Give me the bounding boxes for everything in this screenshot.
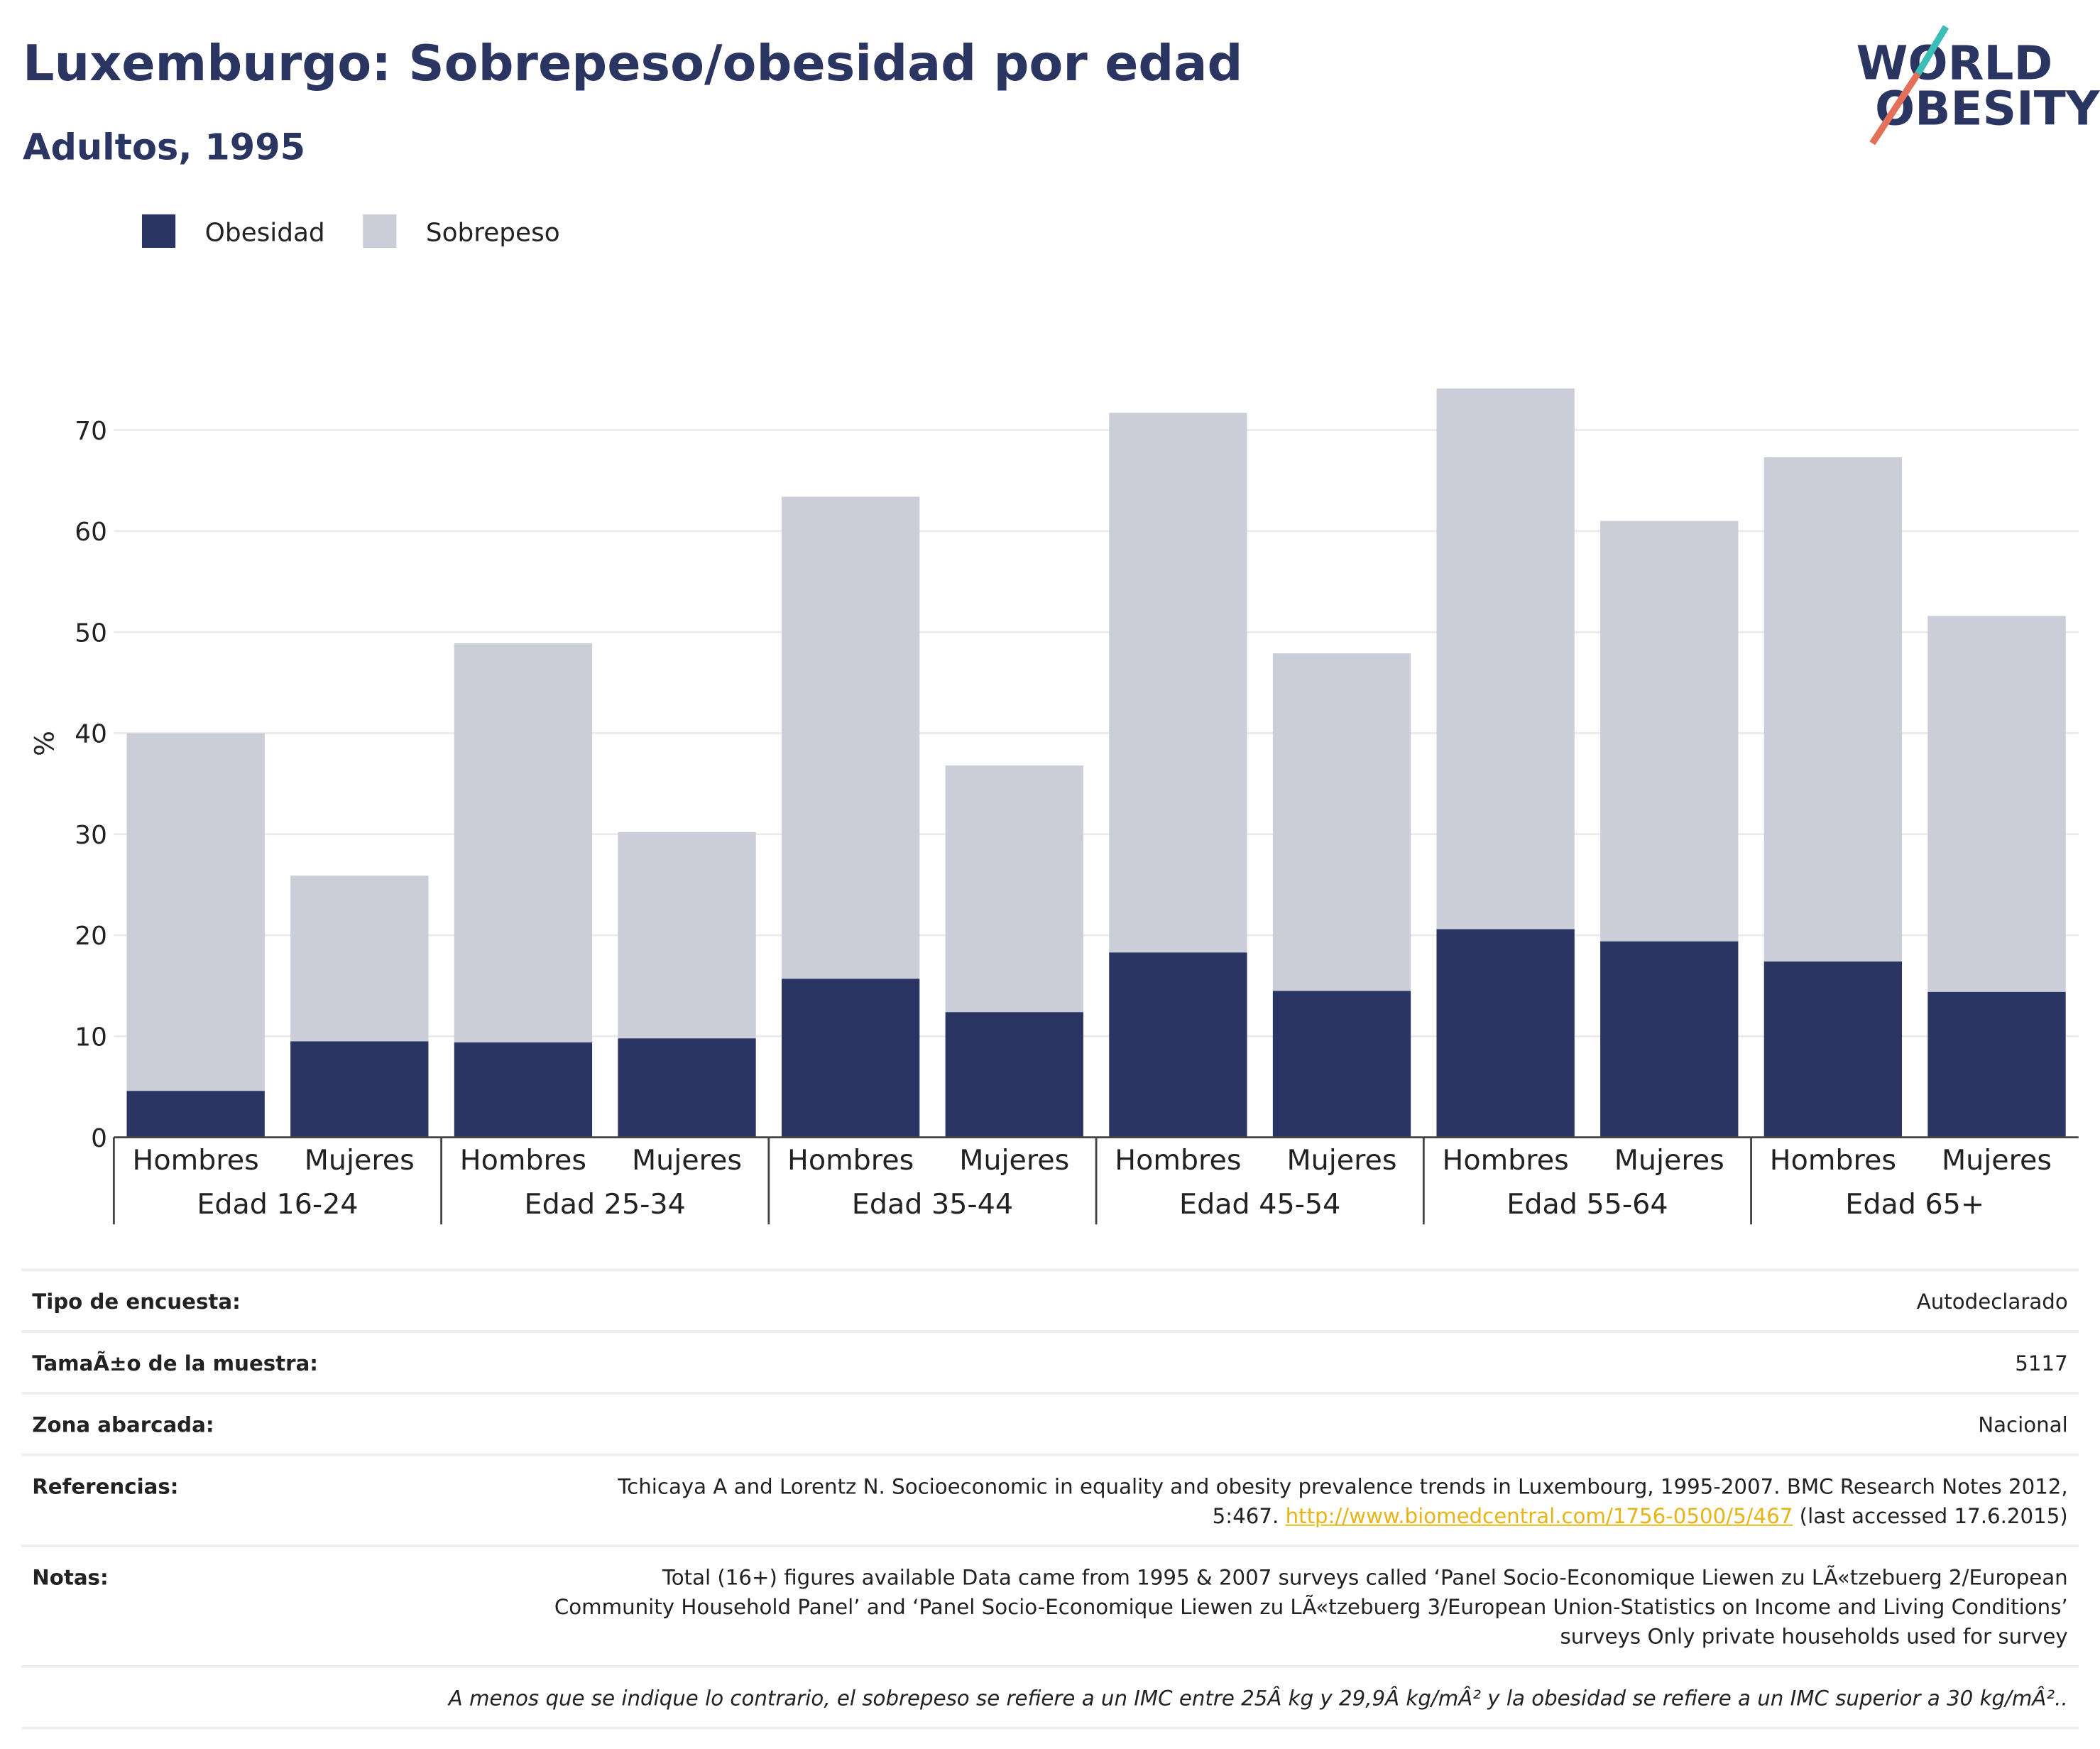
bar-segment (454, 643, 593, 1042)
chart: Luxemburgo: Sobrepeso/obesidad por edad … (23, 25, 2100, 1225)
y-tick-label: 20 (75, 922, 107, 951)
bar-segment (1600, 521, 1739, 942)
detail-row: TamaÃ±o de la muestra: 5117 (21, 1330, 2079, 1392)
group-label: Edad 25-34 (525, 1188, 686, 1221)
bar-segment (781, 496, 920, 979)
detail-value: 5117 (2015, 1351, 2068, 1376)
x-tick-label: Hombres (787, 1144, 914, 1177)
x-tick-label: Mujeres (305, 1144, 415, 1177)
bar-segment (290, 1041, 429, 1138)
x-tick-label: Mujeres (632, 1144, 742, 1177)
legend-swatch (363, 214, 397, 248)
detail-label: TamaÃ±o de la muestra: (32, 1351, 319, 1376)
detail-row: Referencias: Tchicaya A and Lorentz N. So… (21, 1453, 2079, 1544)
bar-segment (618, 832, 756, 1039)
detail-row: Zona abarcada: Nacional (21, 1392, 2079, 1454)
x-tick-label: Hombres (1443, 1144, 1569, 1177)
details-table: Tipo de encuesta: Autodeclarado TamaÃ±o d… (21, 1268, 2079, 1730)
detail-value: Nacional (1978, 1413, 2068, 1438)
detail-value: Autodeclarado (1916, 1290, 2068, 1314)
bar-segment (126, 733, 265, 1091)
x-tick-label: Hombres (1770, 1144, 1896, 1177)
reference-text: Tchicaya A and Lorentz N. Socioeconomic … (618, 1475, 2068, 1529)
bar-segment (290, 876, 429, 1042)
bar-segment (1927, 616, 2066, 992)
bar-segment (1272, 991, 1411, 1138)
bar-segment (945, 765, 1083, 1013)
chart-title: Luxemburgo: Sobrepeso/obesidad por edad (23, 35, 1242, 92)
x-tick-label: Hombres (460, 1144, 586, 1177)
legend-label: Obesidad (205, 219, 325, 248)
bar-segment (126, 1091, 265, 1138)
detail-row: Tipo de encuesta: Autodeclarado (21, 1268, 2079, 1330)
group-label: Edad 55-64 (1506, 1188, 1668, 1221)
bar-segment (1436, 929, 1575, 1138)
group-label: Edad 65+ (1845, 1188, 1984, 1221)
bar-segment (1109, 952, 1247, 1138)
reference-link[interactable]: http://www.biomedcentral.com/1756-0500/5… (1285, 1504, 1793, 1529)
legend-swatch (141, 214, 176, 248)
logo-line1: WORLD (1856, 36, 2053, 90)
bar-segment (1109, 413, 1247, 953)
bar-segment (1927, 991, 2066, 1138)
logo-slash-bottom (1869, 72, 1921, 146)
x-tick-label: Mujeres (1286, 1144, 1396, 1177)
detail-label: Referencias: (32, 1475, 179, 1499)
group-label: Edad 35-44 (852, 1188, 1013, 1221)
y-tick-label: 50 (75, 619, 107, 648)
bar-segment (454, 1042, 593, 1138)
detail-row: Notas: Total (16+) figures available Data… (21, 1544, 2079, 1665)
x-tick-label: Mujeres (959, 1144, 1069, 1177)
x-tick-label: Hombres (133, 1144, 259, 1177)
y-tick-label: 30 (75, 821, 107, 850)
y-tick-label: 40 (75, 720, 107, 749)
legend-label: Sobrepeso (426, 219, 560, 248)
x-tick-label: Mujeres (1942, 1144, 2052, 1177)
y-axis-label: % (28, 731, 60, 756)
y-tick-label: 60 (75, 518, 107, 547)
bar-segment (1436, 388, 1575, 930)
x-tick-label: Hombres (1115, 1144, 1241, 1177)
logo-line2: OBESITY (1875, 81, 2100, 136)
bar-segment (781, 979, 920, 1138)
bar-segment (945, 1012, 1083, 1138)
y-tick-label: 0 (91, 1124, 107, 1153)
chart-subtitle: Adultos, 1995 (23, 126, 305, 168)
group-label: Edad 16-24 (197, 1188, 358, 1221)
detail-label: Notas: (32, 1566, 109, 1591)
bar-segment (1600, 941, 1739, 1138)
logo-slash-top (1915, 25, 1949, 76)
bar-segment (1763, 961, 1903, 1138)
y-tick-label: 10 (75, 1023, 107, 1052)
y-tick-label: 70 (75, 417, 107, 446)
footnote: A menos que se indique lo contrario, el … (21, 1664, 2079, 1730)
detail-label: Zona abarcada: (32, 1413, 214, 1438)
bar-segment (1763, 457, 1903, 962)
detail-value: Total (16+) figures available Data came … (554, 1566, 2068, 1650)
detail-value: Tchicaya A and Lorentz N. Socioeconomic … (548, 1472, 2068, 1531)
detail-label: Tipo de encuesta: (32, 1290, 241, 1314)
bar-segment (618, 1038, 756, 1138)
bar-segment (1272, 653, 1411, 991)
x-tick-label: Mujeres (1614, 1144, 1724, 1177)
reference-accessed: (last accessed 17.6.2015) (1799, 1504, 2068, 1529)
group-label: Edad 45-54 (1179, 1188, 1340, 1221)
